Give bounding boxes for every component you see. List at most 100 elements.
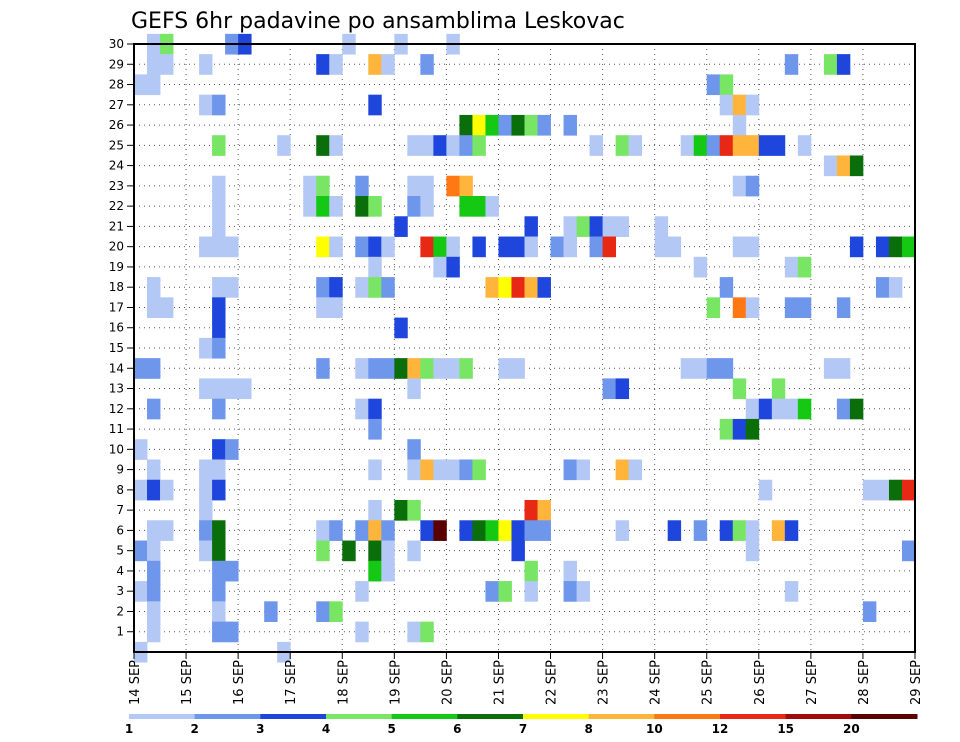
heatmap-cell bbox=[212, 479, 226, 501]
x-axis: 14 SEP 15 SEP 16 SEP 17 SEP 18 SEP 19 SEP 20 S… bbox=[128, 652, 924, 705]
y-tick-label: 12 bbox=[109, 402, 124, 416]
y-tick-label: 6 bbox=[116, 523, 124, 537]
heatmap-cell bbox=[147, 54, 161, 75]
heatmap-cell bbox=[420, 358, 434, 379]
heatmap-cell bbox=[212, 196, 226, 217]
heatmap-cell bbox=[498, 581, 512, 602]
x-tick-label: 15 SEP bbox=[180, 660, 195, 705]
heatmap-cell bbox=[537, 277, 551, 298]
heatmap-cell bbox=[563, 581, 577, 602]
heatmap-cell bbox=[576, 581, 590, 602]
heatmap-cell bbox=[771, 135, 786, 156]
heatmap-cell bbox=[524, 500, 538, 521]
heatmap-cell bbox=[381, 277, 395, 298]
heatmap-cell bbox=[498, 277, 512, 298]
heatmap-cell bbox=[862, 601, 877, 622]
heatmap-cell bbox=[563, 560, 577, 582]
heatmap-cell bbox=[901, 540, 916, 562]
heatmap-cell bbox=[784, 297, 799, 318]
heatmap-cell bbox=[498, 520, 512, 541]
heatmap-cell bbox=[407, 540, 421, 562]
legend-swatch bbox=[129, 714, 196, 719]
heatmap-cell bbox=[147, 479, 161, 501]
heatmap-cell bbox=[381, 560, 395, 582]
heatmap-cell bbox=[394, 317, 408, 339]
legend-swatch bbox=[785, 714, 852, 719]
heatmap-cell bbox=[849, 155, 864, 177]
heatmap-cell bbox=[329, 520, 343, 541]
heatmap-cell bbox=[212, 94, 226, 116]
heatmap-cell bbox=[823, 358, 838, 379]
heatmap-cell bbox=[459, 196, 473, 217]
heatmap-cell bbox=[212, 459, 226, 481]
heatmap-cell bbox=[667, 236, 682, 258]
heatmap-cell bbox=[615, 378, 630, 400]
y-tick-label: 8 bbox=[116, 483, 124, 497]
heatmap-cell bbox=[342, 540, 356, 562]
heatmap-cell bbox=[784, 398, 799, 420]
heatmap-cell bbox=[212, 236, 226, 258]
heatmap-cell bbox=[693, 520, 708, 541]
legend-swatch bbox=[654, 714, 721, 719]
legend-label: 5 bbox=[387, 722, 395, 736]
heatmap-cell bbox=[459, 358, 473, 379]
heatmap-cell bbox=[745, 94, 760, 116]
heatmap-cell bbox=[199, 459, 213, 481]
heatmap-cell bbox=[303, 196, 317, 217]
heatmap-cell bbox=[160, 479, 174, 501]
y-tick-label: 15 bbox=[109, 341, 124, 355]
heatmap-cell bbox=[212, 135, 226, 156]
heatmap-cell bbox=[212, 378, 226, 400]
heatmap-cell bbox=[511, 520, 525, 541]
heatmap-cell bbox=[134, 358, 148, 379]
heatmap-cell bbox=[368, 358, 382, 379]
legend-label: 1 bbox=[125, 722, 133, 736]
heatmap-cell bbox=[602, 216, 617, 237]
heatmap-cell bbox=[329, 236, 343, 258]
heatmap-cell bbox=[147, 520, 161, 541]
heatmap-cell bbox=[563, 236, 577, 258]
heatmap-cell bbox=[511, 540, 525, 562]
heatmap-cell bbox=[472, 135, 486, 156]
heatmap-cell bbox=[212, 439, 226, 460]
heatmap-cell bbox=[901, 236, 916, 258]
heatmap-cell bbox=[732, 114, 747, 136]
heatmap-cell bbox=[355, 358, 369, 379]
heatmap-cell bbox=[602, 378, 617, 400]
heatmap-cell bbox=[446, 358, 460, 379]
legend-label: 2 bbox=[190, 722, 198, 736]
heatmap-cell bbox=[576, 216, 590, 237]
legend-label: 20 bbox=[843, 722, 860, 736]
heatmap-cell bbox=[420, 621, 434, 643]
heatmap-cell bbox=[199, 500, 213, 521]
heatmap-cell bbox=[771, 520, 786, 541]
heatmap-cell bbox=[745, 297, 760, 318]
heatmap-cell bbox=[225, 236, 239, 258]
heatmap-cell bbox=[316, 277, 330, 298]
heatmap-cell bbox=[485, 520, 499, 541]
heatmap-cell bbox=[524, 114, 538, 136]
heatmap-cell bbox=[147, 74, 161, 96]
y-tick-label: 24 bbox=[109, 159, 124, 173]
heatmap-cell bbox=[511, 358, 525, 379]
heatmap-cell bbox=[329, 277, 343, 298]
heatmap-cell bbox=[823, 54, 838, 75]
heatmap-cell bbox=[225, 277, 239, 298]
x-tick-label: 18 SEP bbox=[336, 660, 351, 705]
heatmap-cell bbox=[368, 418, 382, 440]
heatmap-cell bbox=[693, 358, 708, 379]
heatmap-cell bbox=[459, 459, 473, 481]
y-axis: 1234567891011121314151617181920212223242… bbox=[109, 37, 134, 639]
x-tick-label: 19 SEP bbox=[388, 660, 403, 705]
heatmap-cell bbox=[771, 398, 786, 420]
heatmap-cell bbox=[680, 358, 695, 379]
heatmap-cell bbox=[459, 114, 473, 136]
legend-swatch bbox=[391, 714, 458, 719]
heatmap-cell bbox=[368, 196, 382, 217]
heatmap-cell bbox=[433, 135, 447, 156]
heatmap-cell bbox=[147, 358, 161, 379]
heatmap-cell bbox=[589, 135, 603, 156]
legend-swatch bbox=[260, 714, 327, 719]
heatmap-cell bbox=[615, 520, 630, 541]
